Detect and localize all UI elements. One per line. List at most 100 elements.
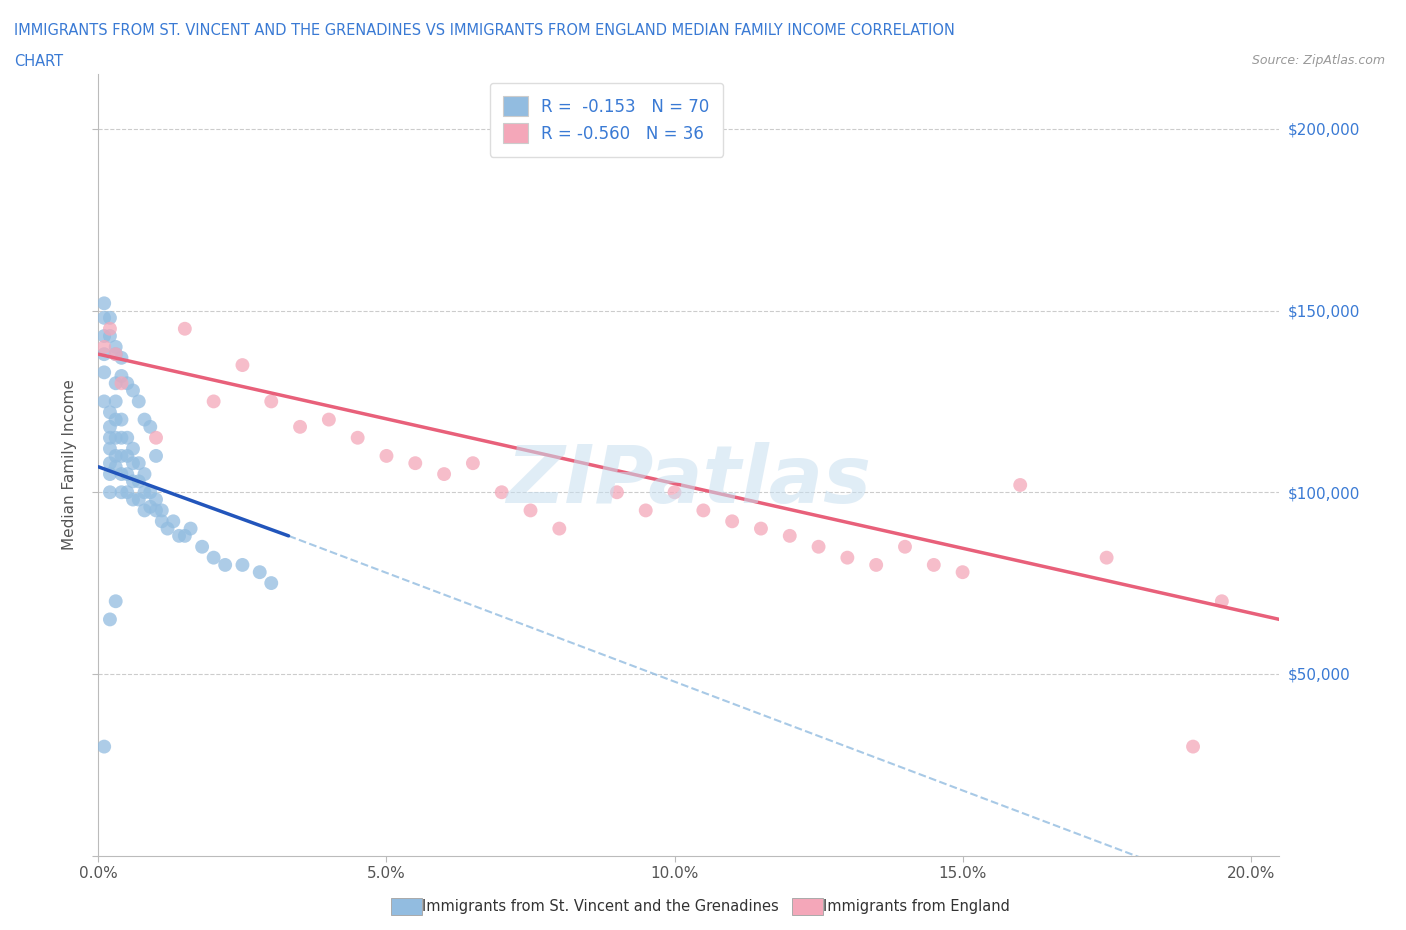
- Point: [98, 441, 121, 456]
- Point: [519, 503, 541, 518]
- Point: [98, 419, 121, 434]
- Point: [461, 456, 484, 471]
- Legend: R =  -0.153   N = 70, R = -0.560   N = 36: R = -0.153 N = 70, R = -0.560 N = 36: [489, 83, 723, 157]
- Point: [249, 565, 271, 579]
- Point: [134, 412, 156, 427]
- Point: [807, 539, 830, 554]
- Y-axis label: Median Family Income: Median Family Income: [62, 379, 77, 551]
- Point: [110, 368, 132, 383]
- Point: [110, 412, 132, 427]
- Point: [98, 485, 121, 499]
- Point: [128, 474, 150, 489]
- Point: [98, 328, 121, 343]
- Point: [128, 492, 150, 507]
- Point: [894, 539, 917, 554]
- Point: [288, 419, 311, 434]
- Point: [749, 521, 772, 536]
- Point: [180, 521, 202, 536]
- Point: [93, 347, 115, 362]
- Point: [1182, 739, 1205, 754]
- Point: [104, 448, 127, 463]
- Point: [375, 448, 398, 463]
- Point: [634, 503, 657, 518]
- Point: [156, 521, 179, 536]
- Point: [139, 499, 162, 514]
- Point: [110, 448, 132, 463]
- Point: [1095, 551, 1118, 565]
- Point: [104, 412, 127, 427]
- Point: [318, 412, 340, 427]
- Point: [167, 528, 190, 543]
- Point: [922, 557, 945, 572]
- Point: [115, 467, 138, 482]
- Text: IMMIGRANTS FROM ST. VINCENT AND THE GRENADINES VS IMMIGRANTS FROM ENGLAND MEDIAN: IMMIGRANTS FROM ST. VINCENT AND THE GREN…: [14, 23, 955, 38]
- Point: [837, 551, 859, 565]
- Point: [202, 394, 225, 409]
- Point: [139, 419, 162, 434]
- Text: ZIPatlas: ZIPatlas: [506, 442, 872, 520]
- Point: [721, 514, 744, 529]
- Point: [104, 459, 127, 474]
- Point: [173, 528, 195, 543]
- Point: [122, 456, 145, 471]
- Point: [93, 296, 115, 311]
- Point: [145, 492, 167, 507]
- Point: [162, 514, 184, 529]
- Point: [93, 365, 115, 379]
- Point: [491, 485, 513, 499]
- Point: [202, 551, 225, 565]
- Point: [139, 485, 162, 499]
- Point: [191, 539, 214, 554]
- Point: [93, 394, 115, 409]
- Point: [115, 431, 138, 445]
- Point: [433, 467, 456, 482]
- Point: [779, 528, 801, 543]
- Point: [145, 503, 167, 518]
- Point: [98, 311, 121, 325]
- Point: [128, 456, 150, 471]
- Point: [145, 448, 167, 463]
- Point: [128, 394, 150, 409]
- Point: [98, 321, 121, 336]
- Point: [115, 485, 138, 499]
- Point: [104, 376, 127, 391]
- Point: [93, 739, 115, 754]
- Point: [104, 347, 127, 362]
- Point: [98, 467, 121, 482]
- Point: [404, 456, 426, 471]
- Point: [150, 514, 173, 529]
- Point: [952, 565, 974, 579]
- Point: [110, 376, 132, 391]
- Point: [93, 311, 115, 325]
- Point: [260, 576, 283, 591]
- Text: CHART: CHART: [14, 54, 63, 69]
- Point: [104, 347, 127, 362]
- Point: [134, 503, 156, 518]
- Point: [122, 492, 145, 507]
- Point: [115, 448, 138, 463]
- Point: [1010, 477, 1032, 492]
- Point: [134, 467, 156, 482]
- Point: [1211, 594, 1233, 609]
- Point: [692, 503, 714, 518]
- Point: [231, 358, 253, 373]
- Point: [260, 394, 283, 409]
- Text: Source: ZipAtlas.com: Source: ZipAtlas.com: [1251, 54, 1385, 67]
- Point: [104, 431, 127, 445]
- Point: [122, 383, 145, 398]
- Point: [122, 474, 145, 489]
- Point: [93, 339, 115, 354]
- Point: [173, 321, 195, 336]
- Point: [122, 441, 145, 456]
- Point: [214, 557, 236, 572]
- Point: [104, 339, 127, 354]
- Point: [110, 351, 132, 365]
- Point: [606, 485, 628, 499]
- Point: [93, 328, 115, 343]
- Point: [548, 521, 571, 536]
- Point: [865, 557, 887, 572]
- Point: [98, 612, 121, 627]
- Point: [664, 485, 686, 499]
- Point: [98, 456, 121, 471]
- Text: Immigrants from St. Vincent and the Grenadines: Immigrants from St. Vincent and the Gren…: [422, 899, 779, 914]
